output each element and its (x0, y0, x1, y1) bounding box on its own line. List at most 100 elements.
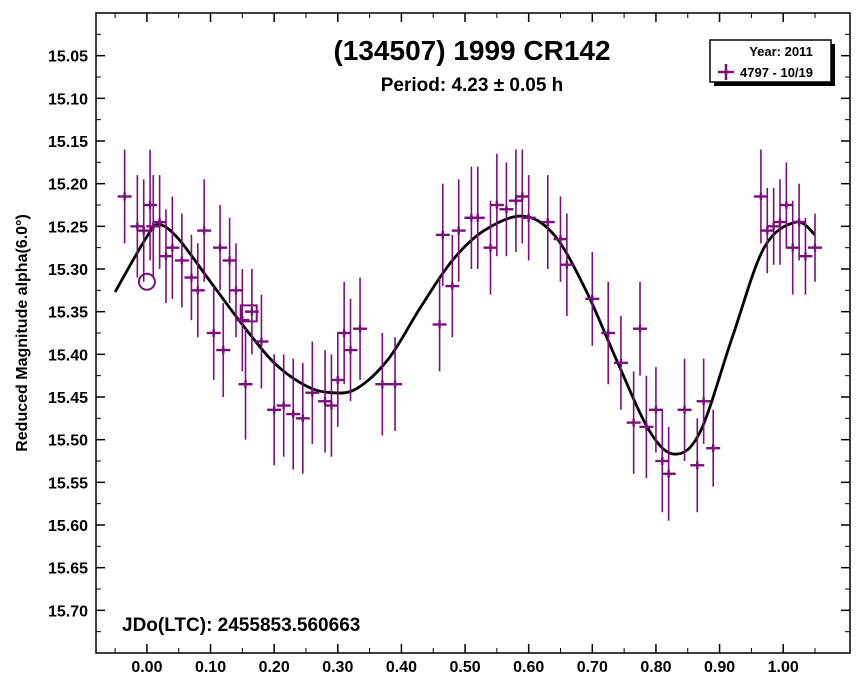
data-point (330, 333, 345, 427)
fit-curve-layer (113, 214, 816, 456)
data-point (696, 358, 711, 444)
data-point (785, 200, 800, 295)
data-point (238, 328, 253, 440)
y-tick-label: 15.40 (48, 347, 88, 364)
y-tick-label: 15.10 (48, 91, 88, 108)
y-tick-label: 15.30 (48, 262, 88, 279)
data-point (375, 333, 390, 436)
data-point (130, 175, 145, 278)
x-tick-label: 0.10 (195, 659, 226, 676)
y-tick-label: 15.50 (48, 433, 88, 450)
data-point (540, 175, 555, 269)
data-point (470, 166, 485, 269)
data-point (706, 409, 721, 487)
data-point (432, 277, 447, 372)
data-point (808, 213, 823, 282)
fit-curve (113, 214, 816, 456)
data-point (798, 217, 813, 295)
y-tick-label: 15.05 (48, 49, 88, 66)
data-point (216, 303, 231, 397)
data-point (206, 286, 221, 380)
y-axis-label: Reduced Magnitude alpha(6.0°) (14, 214, 31, 452)
epoch-square-marker (239, 304, 258, 323)
legend-box (709, 39, 832, 83)
data-point (286, 358, 301, 470)
x-tick-label: 0.20 (259, 659, 290, 676)
data-point (222, 217, 237, 304)
data-point (184, 234, 199, 321)
data-point (254, 294, 269, 389)
data-point (445, 234, 460, 338)
data-point (337, 281, 352, 385)
x-tick-label: 0.70 (577, 659, 608, 676)
data-point (661, 426, 676, 521)
x-tick-label: 0.60 (513, 659, 544, 676)
chart-title: (134507) 1999 CR142 (333, 35, 610, 66)
y-tick-label: 15.55 (48, 475, 88, 492)
data-point (521, 175, 536, 261)
data-point (553, 196, 568, 282)
data-point (213, 205, 228, 291)
data-point (483, 200, 498, 295)
data-point (585, 251, 600, 346)
y-tick-label: 15.70 (48, 603, 88, 620)
data-point (626, 371, 641, 474)
y-tick-label: 15.65 (48, 561, 88, 578)
data-point (613, 315, 628, 410)
data-points-layer (117, 149, 823, 521)
jd-annotation: JDo(LTC): 2455853.560663 (122, 615, 360, 636)
data-point (276, 354, 291, 457)
data-point (792, 183, 807, 261)
data-point (318, 350, 333, 453)
chart-subtitle: Period: 4.23 ± 0.05 h (381, 75, 564, 96)
x-tick-label: 0.90 (704, 659, 735, 676)
data-point (779, 162, 794, 248)
legend-entry-label: 4797 - 10/19 (740, 65, 813, 80)
data-point (136, 179, 151, 282)
data-point (489, 153, 504, 257)
x-tick-label: 0.50 (449, 659, 480, 676)
y-tick-label: 15.45 (48, 390, 88, 407)
data-point (773, 179, 788, 265)
data-point (648, 367, 663, 453)
data-point (559, 213, 574, 316)
data-point (228, 243, 243, 338)
data-point (267, 354, 282, 466)
data-point (165, 196, 180, 299)
x-tick-label: 0.30 (322, 659, 353, 676)
epoch-circle-marker (137, 272, 156, 291)
data-point (435, 183, 450, 287)
plot-frame (95, 12, 851, 654)
data-point (677, 358, 692, 461)
data-point (633, 281, 648, 376)
data-point (117, 149, 132, 244)
data-point (508, 149, 523, 252)
data-point (158, 209, 173, 304)
data-point (639, 375, 654, 479)
data-point (197, 179, 212, 282)
markers-layer (137, 272, 258, 323)
data-point (152, 175, 167, 269)
data-point (388, 337, 403, 432)
data-point (353, 277, 368, 380)
data-point (690, 418, 705, 513)
legend: Year: 2011 4797 - 10/19 (709, 39, 835, 86)
data-point (174, 213, 189, 308)
data-point (766, 187, 781, 265)
data-point (499, 162, 514, 257)
x-tick-label: 0.80 (640, 659, 671, 676)
x-tick-label: 0.40 (386, 659, 417, 676)
data-point (143, 149, 158, 261)
data-point (235, 269, 250, 372)
y-tick-label: 15.20 (48, 177, 88, 194)
data-point (601, 281, 616, 385)
data-point (146, 175, 161, 278)
data-point (655, 409, 670, 513)
data-point (324, 354, 339, 457)
data-point (760, 187, 775, 274)
y-tick-label: 15.15 (48, 134, 88, 151)
data-point (451, 179, 466, 282)
data-point (515, 149, 530, 244)
legend-marker (718, 64, 734, 80)
y-tick-label: 15.25 (48, 219, 88, 236)
